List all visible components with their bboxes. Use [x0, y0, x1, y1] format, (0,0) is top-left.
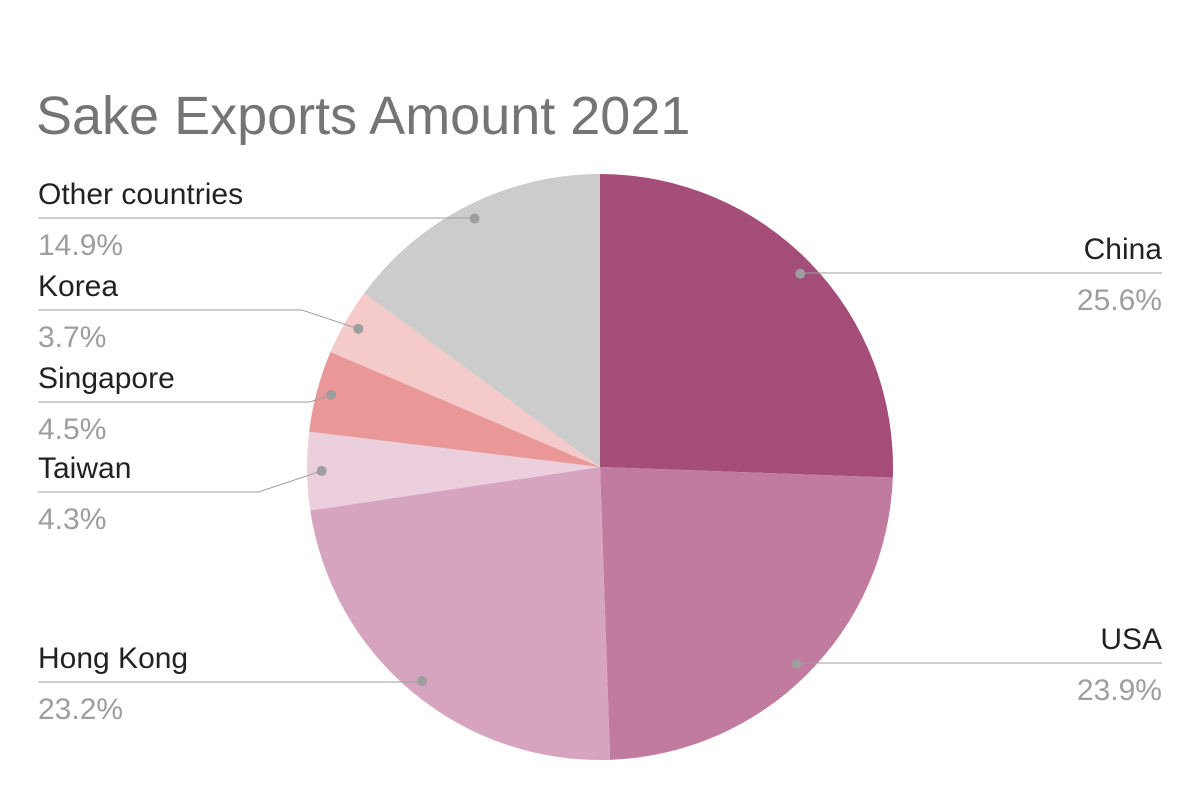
leader-dot — [791, 658, 802, 669]
value-label: 4.3% — [38, 503, 106, 536]
leader-line — [38, 309, 359, 330]
pie-slice — [307, 431, 600, 511]
pie-slice — [310, 467, 611, 761]
leader-dot — [795, 268, 806, 279]
value-label: 3.7% — [38, 321, 106, 354]
pie-slice — [330, 293, 600, 467]
slice-label: Korea — [38, 270, 118, 303]
leader-dot — [326, 389, 337, 400]
leader-dot — [353, 323, 364, 334]
slice-label: Hong Kong — [38, 642, 188, 675]
slice-label: USA — [1100, 623, 1162, 656]
leader-dot — [316, 465, 327, 476]
slice-label: China — [1084, 233, 1163, 266]
pie — [307, 174, 894, 761]
pie-slice — [364, 174, 600, 467]
leader-line — [38, 217, 475, 220]
pie-slice — [600, 467, 893, 760]
labels: China 25.6% USA 23.9% Hong Kong 23.2% Taiwan 4.… — [38, 178, 1162, 726]
leader-line — [38, 394, 332, 403]
pie-slice — [309, 352, 600, 467]
value-label: 23.9% — [1077, 674, 1162, 707]
value-label: 25.6% — [1077, 284, 1162, 317]
leader-line — [38, 470, 322, 493]
leader-dot — [469, 213, 480, 224]
chart-title: Sake Exports Amount 2021 — [36, 86, 690, 146]
pie-slice — [600, 174, 894, 478]
leader-dot — [417, 676, 428, 687]
value-label: 4.5% — [38, 413, 106, 446]
value-label: 23.2% — [38, 693, 123, 726]
slice-label: Taiwan — [38, 452, 131, 485]
slice-label: Singapore — [38, 362, 175, 395]
slice-label: Other countries — [38, 178, 243, 211]
value-label: 14.9% — [38, 229, 123, 262]
